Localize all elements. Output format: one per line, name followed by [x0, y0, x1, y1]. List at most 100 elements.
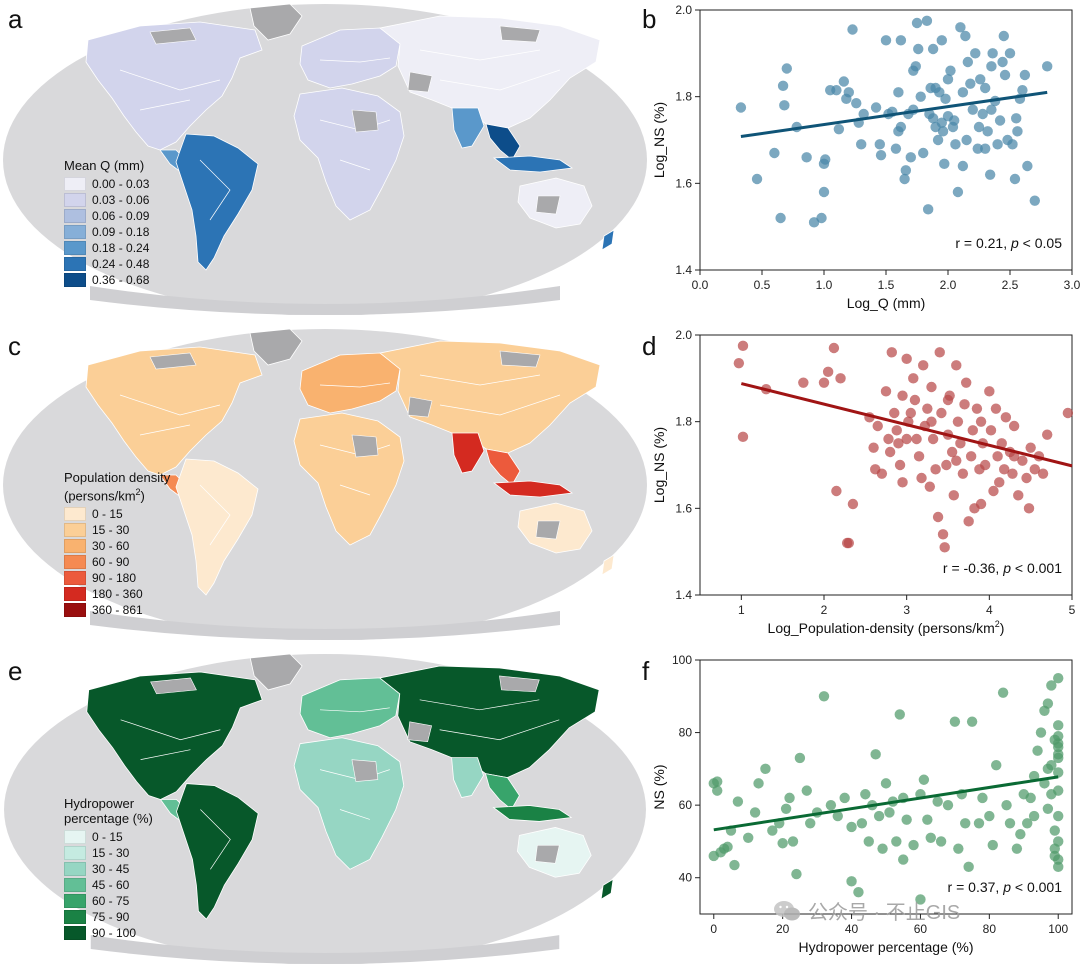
legend-rows: 0 - 15 15 - 30 30 - 45 45 - 60 60 - 75 75 - 9…	[64, 829, 153, 941]
region-india	[451, 107, 485, 149]
legend-label: 0.00 - 0.03	[92, 177, 150, 191]
data-point	[966, 716, 978, 727]
data-point	[949, 716, 961, 727]
data-point	[780, 803, 792, 814]
data-point	[891, 836, 902, 847]
x-tick-label: 1.5	[878, 278, 895, 292]
basin-boundary	[319, 57, 391, 63]
legend-swatch	[64, 225, 86, 239]
no-data-region	[535, 195, 561, 215]
legend-swatch	[64, 539, 86, 554]
basin-boundary	[199, 159, 231, 221]
y-tick-label: 1.8	[675, 90, 692, 104]
legend-label: 0.36 - 0.68	[92, 273, 150, 287]
data-point	[960, 377, 972, 388]
data-point	[775, 212, 786, 224]
data-point	[874, 139, 885, 150]
basin-boundary	[439, 719, 560, 741]
data-point	[801, 152, 812, 163]
legend-label: 0 - 15	[92, 507, 123, 522]
data-point	[1029, 195, 1040, 206]
data-point	[921, 15, 933, 27]
basin-boundary	[199, 484, 231, 546]
data-point	[886, 347, 897, 358]
legend-title-end: )	[140, 488, 145, 504]
trend-line	[713, 775, 1059, 832]
data-point	[948, 490, 959, 501]
data-point	[873, 810, 885, 822]
world-map-population-density	[3, 328, 647, 641]
data-point	[957, 468, 969, 479]
map-panel-e: e Hydropower percentage (%) 0 - 15 15 - 3…	[0, 650, 650, 965]
data-point	[952, 186, 964, 198]
region-northAmerica	[85, 346, 263, 476]
x-tick-label: 100	[1048, 922, 1068, 936]
data-point	[805, 818, 816, 829]
legend-swatch	[64, 603, 86, 618]
legend-item: 15 - 30	[64, 522, 170, 538]
data-point	[889, 407, 900, 419]
data-point	[822, 366, 834, 378]
watermark-text: 公众号 · 不止GIS	[808, 902, 961, 924]
stat-p-value: < 0.001	[1011, 879, 1062, 895]
data-point	[994, 477, 1005, 488]
data-point	[982, 126, 993, 137]
x-tick-label: 60	[914, 922, 928, 936]
legend-swatch	[64, 926, 86, 940]
data-point	[832, 810, 843, 822]
data-point	[930, 82, 941, 94]
legend-item: 0 - 15	[64, 506, 170, 522]
data-point	[893, 438, 904, 449]
data-point	[1032, 745, 1043, 756]
region-nz	[601, 229, 615, 251]
data-point	[737, 340, 749, 352]
data-point	[897, 477, 908, 488]
legend-label: 0.18 - 0.24	[92, 241, 150, 255]
x-tick-label: 80	[983, 922, 997, 936]
data-point	[967, 425, 978, 436]
data-point	[984, 810, 995, 822]
data-point	[712, 776, 723, 787]
data-point	[863, 836, 874, 847]
data-point	[997, 687, 1009, 698]
basin-boundary	[419, 374, 541, 386]
data-point	[937, 529, 949, 540]
basin-boundary	[139, 99, 191, 111]
data-point	[918, 147, 929, 159]
x-axis-label-end: )	[1000, 620, 1005, 636]
data-point	[1015, 828, 1026, 840]
data-point	[953, 843, 964, 854]
data-point	[987, 839, 998, 851]
region-indonesia	[492, 480, 574, 498]
data-point	[751, 173, 763, 185]
legend-label: 90 - 100	[92, 926, 137, 940]
no-data-region	[407, 721, 433, 743]
data-point	[935, 836, 947, 847]
data-point	[880, 778, 892, 789]
data-point	[980, 143, 991, 154]
data-point	[918, 774, 930, 785]
data-point	[779, 100, 790, 111]
data-point	[884, 446, 896, 458]
legend-swatch	[64, 910, 86, 924]
scatter-panel-f: f 0 20 40 60 80 100 40 60 80 100 Hydropower percen…	[642, 650, 1080, 964]
legend-label: 60 - 75	[92, 894, 130, 908]
legend-swatch	[64, 862, 86, 876]
data-point	[1004, 818, 1016, 829]
data-point	[909, 394, 921, 406]
data-point	[901, 814, 912, 825]
legend-swatch	[64, 209, 86, 223]
x-tick-label: 0.0	[692, 278, 709, 292]
data-point	[1053, 810, 1064, 822]
data-point	[908, 839, 919, 851]
data-point	[1022, 160, 1033, 172]
data-point	[913, 451, 925, 462]
no-data-region	[499, 675, 540, 693]
antarctica	[90, 286, 560, 315]
legend-swatch	[64, 878, 86, 892]
x-tick-label: 2	[821, 603, 828, 617]
data-point	[915, 894, 926, 905]
stat-p-value: < 0.001	[1011, 560, 1062, 576]
legend-title-line1: Hydropower	[64, 796, 135, 811]
data-point	[858, 108, 869, 120]
